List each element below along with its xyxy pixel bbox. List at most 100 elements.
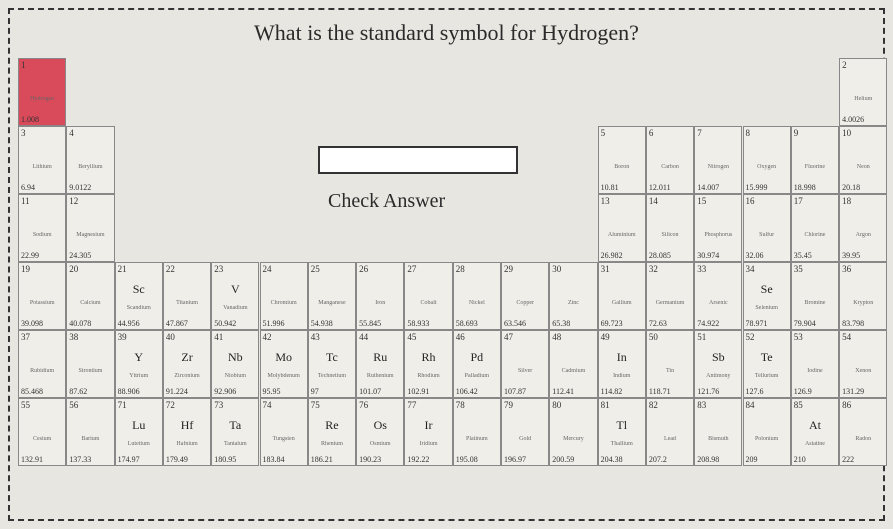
element-name: Osmium xyxy=(359,441,401,447)
element-cell-22[interactable]: 22Titanium47.867 xyxy=(163,262,211,330)
element-cell-38[interactable]: 38Strontium87.62 xyxy=(66,330,114,398)
element-cell-24[interactable]: 24Chromium51.996 xyxy=(260,262,308,330)
element-cell-71[interactable]: 71LuLutetium174.97 xyxy=(115,398,163,466)
element-name: Tellurium xyxy=(746,373,788,379)
element-cell-25[interactable]: 25Manganese54.938 xyxy=(308,262,356,330)
element-cell-6[interactable]: 6Carbon12.011 xyxy=(646,126,694,194)
element-cell-50[interactable]: 50Tin118.71 xyxy=(646,330,694,398)
atomic-mass: 58.693 xyxy=(456,319,498,328)
element-cell-13[interactable]: 13Aluminium26.982 xyxy=(598,194,646,262)
element-cell-84[interactable]: 84Polonium209 xyxy=(743,398,791,466)
element-cell-78[interactable]: 78Platinum195.08 xyxy=(453,398,501,466)
element-cell-31[interactable]: 31Gallium69.723 xyxy=(598,262,646,330)
element-cell-4[interactable]: 4Beryllium9.0122 xyxy=(66,126,114,194)
element-cell-2[interactable]: 2Helium4.0026 xyxy=(839,58,887,126)
atomic-mass: 210 xyxy=(794,455,836,464)
element-cell-15[interactable]: 15Phosphorus30.974 xyxy=(694,194,742,262)
element-cell-42[interactable]: 42MoMolybdenum95.95 xyxy=(260,330,308,398)
answer-input[interactable] xyxy=(318,146,518,174)
atomic-number: 11 xyxy=(21,196,30,206)
element-name: Titanium xyxy=(166,300,208,306)
element-cell-52[interactable]: 52TeTellurium127.6 xyxy=(743,330,791,398)
atomic-mass: 121.76 xyxy=(697,387,739,396)
element-cell-39[interactable]: 39YYttrium88.906 xyxy=(115,330,163,398)
element-cell-80[interactable]: 80Mercury200.59 xyxy=(549,398,597,466)
element-cell-19[interactable]: 19Potassium39.098 xyxy=(18,262,66,330)
check-answer-button[interactable]: Check Answer xyxy=(328,190,445,213)
element-symbol: Pd xyxy=(456,350,498,365)
element-cell-32[interactable]: 32Germanium72.63 xyxy=(646,262,694,330)
element-cell-30[interactable]: 30Zinc65.38 xyxy=(549,262,597,330)
element-name: Niobium xyxy=(214,373,256,379)
atomic-number: 12 xyxy=(69,196,78,206)
element-cell-44[interactable]: 44RuRuthenium101.07 xyxy=(356,330,404,398)
element-cell-37[interactable]: 37Rubidium85.468 xyxy=(18,330,66,398)
element-cell-5[interactable]: 5Boron10.81 xyxy=(598,126,646,194)
element-cell-8[interactable]: 8Oxygen15.999 xyxy=(743,126,791,194)
element-cell-48[interactable]: 48Cadmium112.41 xyxy=(549,330,597,398)
element-cell-75[interactable]: 75ReRhenium186.21 xyxy=(308,398,356,466)
element-cell-34[interactable]: 34SeSelenium78.971 xyxy=(743,262,791,330)
element-cell-28[interactable]: 28Nickel58.693 xyxy=(453,262,501,330)
element-cell-40[interactable]: 40ZrZirconium91.224 xyxy=(163,330,211,398)
atomic-number: 24 xyxy=(263,264,272,274)
element-cell-41[interactable]: 41NbNiobium92.906 xyxy=(211,330,259,398)
element-cell-86[interactable]: 86Radon222 xyxy=(839,398,887,466)
element-cell-18[interactable]: 18Argon39.95 xyxy=(839,194,887,262)
element-cell-51[interactable]: 51SbAntimony121.76 xyxy=(694,330,742,398)
element-cell-14[interactable]: 14Silicon28.085 xyxy=(646,194,694,262)
atomic-number: 9 xyxy=(794,128,799,138)
element-cell-47[interactable]: 47Silver107.87 xyxy=(501,330,549,398)
element-cell-16[interactable]: 16Sulfur32.06 xyxy=(743,194,791,262)
element-cell-35[interactable]: 35Bromine79.904 xyxy=(791,262,839,330)
element-cell-43[interactable]: 43TcTechnetium97 xyxy=(308,330,356,398)
atomic-number: 84 xyxy=(746,400,755,410)
element-cell-36[interactable]: 36Krypton83.798 xyxy=(839,262,887,330)
element-cell-21[interactable]: 21ScScandium44.956 xyxy=(115,262,163,330)
element-cell-1[interactable]: 1Hydrogen1.008 xyxy=(18,58,66,126)
element-cell-33[interactable]: 33Arsenic74.922 xyxy=(694,262,742,330)
atomic-number: 50 xyxy=(649,332,658,342)
element-cell-83[interactable]: 83Bismuth208.98 xyxy=(694,398,742,466)
element-name: Chlorine xyxy=(794,232,836,238)
element-cell-49[interactable]: 49InIndium114.82 xyxy=(598,330,646,398)
element-cell-76[interactable]: 76OsOsmium190.23 xyxy=(356,398,404,466)
element-cell-79[interactable]: 79Gold196.97 xyxy=(501,398,549,466)
element-cell-56[interactable]: 56Barium137.33 xyxy=(66,398,114,466)
element-cell-85[interactable]: 85AtAstatine210 xyxy=(791,398,839,466)
atomic-mass: 54.938 xyxy=(311,319,353,328)
element-cell-17[interactable]: 17Chlorine35.45 xyxy=(791,194,839,262)
element-cell-9[interactable]: 9Fluorine18.998 xyxy=(791,126,839,194)
element-cell-27[interactable]: 27Cobalt58.933 xyxy=(404,262,452,330)
element-name: Rubidium xyxy=(21,368,63,374)
atomic-mass: 39.95 xyxy=(842,251,884,260)
element-name: Nickel xyxy=(456,300,498,306)
atomic-number: 72 xyxy=(166,400,175,410)
element-name: Boron xyxy=(601,164,643,170)
element-cell-46[interactable]: 46PdPalladium106.42 xyxy=(453,330,501,398)
element-cell-81[interactable]: 81TlThallium204.38 xyxy=(598,398,646,466)
element-cell-53[interactable]: 53Iodine126.9 xyxy=(791,330,839,398)
element-cell-77[interactable]: 77IrIridium192.22 xyxy=(404,398,452,466)
element-cell-10[interactable]: 10Neon20.18 xyxy=(839,126,887,194)
element-cell-55[interactable]: 55Cesium132.91 xyxy=(18,398,66,466)
element-cell-45[interactable]: 45RhRhodium102.91 xyxy=(404,330,452,398)
atomic-number: 18 xyxy=(842,196,851,206)
atomic-mass: 112.41 xyxy=(552,387,594,396)
element-cell-72[interactable]: 72HfHafnium179.49 xyxy=(163,398,211,466)
element-cell-11[interactable]: 11Sodium22.99 xyxy=(18,194,66,262)
element-symbol: Tc xyxy=(311,350,353,365)
element-cell-7[interactable]: 7Nitrogen14.007 xyxy=(694,126,742,194)
element-cell-73[interactable]: 73TaTantalum180.95 xyxy=(211,398,259,466)
element-name: Germanium xyxy=(649,300,691,306)
element-cell-12[interactable]: 12Magnesium24.305 xyxy=(66,194,114,262)
element-cell-82[interactable]: 82Lead207.2 xyxy=(646,398,694,466)
element-cell-3[interactable]: 3Lithium6.94 xyxy=(18,126,66,194)
element-cell-20[interactable]: 20Calcium40.078 xyxy=(66,262,114,330)
element-name: Bromine xyxy=(794,300,836,306)
element-cell-54[interactable]: 54Xenon131.29 xyxy=(839,330,887,398)
element-cell-23[interactable]: 23VVanadium50.942 xyxy=(211,262,259,330)
element-cell-29[interactable]: 29Copper63.546 xyxy=(501,262,549,330)
element-cell-74[interactable]: 74Tungsten183.84 xyxy=(260,398,308,466)
element-cell-26[interactable]: 26Iron55.845 xyxy=(356,262,404,330)
